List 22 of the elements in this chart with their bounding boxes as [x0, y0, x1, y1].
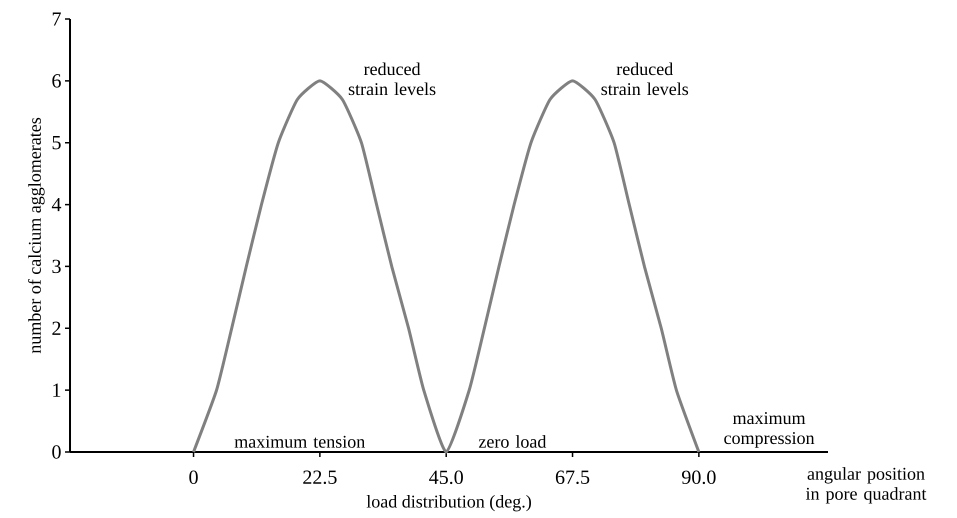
y-tick-label: 0 — [52, 445, 61, 459]
annotation: zero load — [478, 435, 546, 448]
y-tick-label: 3 — [52, 260, 61, 274]
y-tick-label: 7 — [52, 12, 61, 26]
x-tick-label: 45.0 — [429, 470, 463, 484]
annotation: reduced strain levels — [601, 62, 688, 96]
annotation: reduced strain levels — [348, 62, 436, 96]
x-tick-label: 90.0 — [682, 470, 716, 484]
x-tick-label: 22.5 — [303, 470, 337, 484]
annotation: maximum tension — [234, 436, 365, 448]
annotation: maximum compression — [724, 412, 814, 448]
line-series — [192, 79, 700, 454]
y-tick-label: 4 — [52, 198, 62, 212]
y-tick-label: 1 — [53, 384, 60, 397]
y-tick-label: 6 — [52, 74, 61, 88]
x-tick-label: 67.5 — [556, 470, 590, 484]
y-tick-label: 5 — [52, 136, 61, 150]
x-axis-title: load distribution (deg.) — [366, 494, 531, 512]
text: angular position in pore quadrant — [806, 467, 926, 504]
y-axis-title: number of calcium agglomerates — [28, 118, 45, 354]
y-tick-label: 2 — [52, 322, 60, 335]
x-tick-label: 0 — [189, 470, 198, 484]
